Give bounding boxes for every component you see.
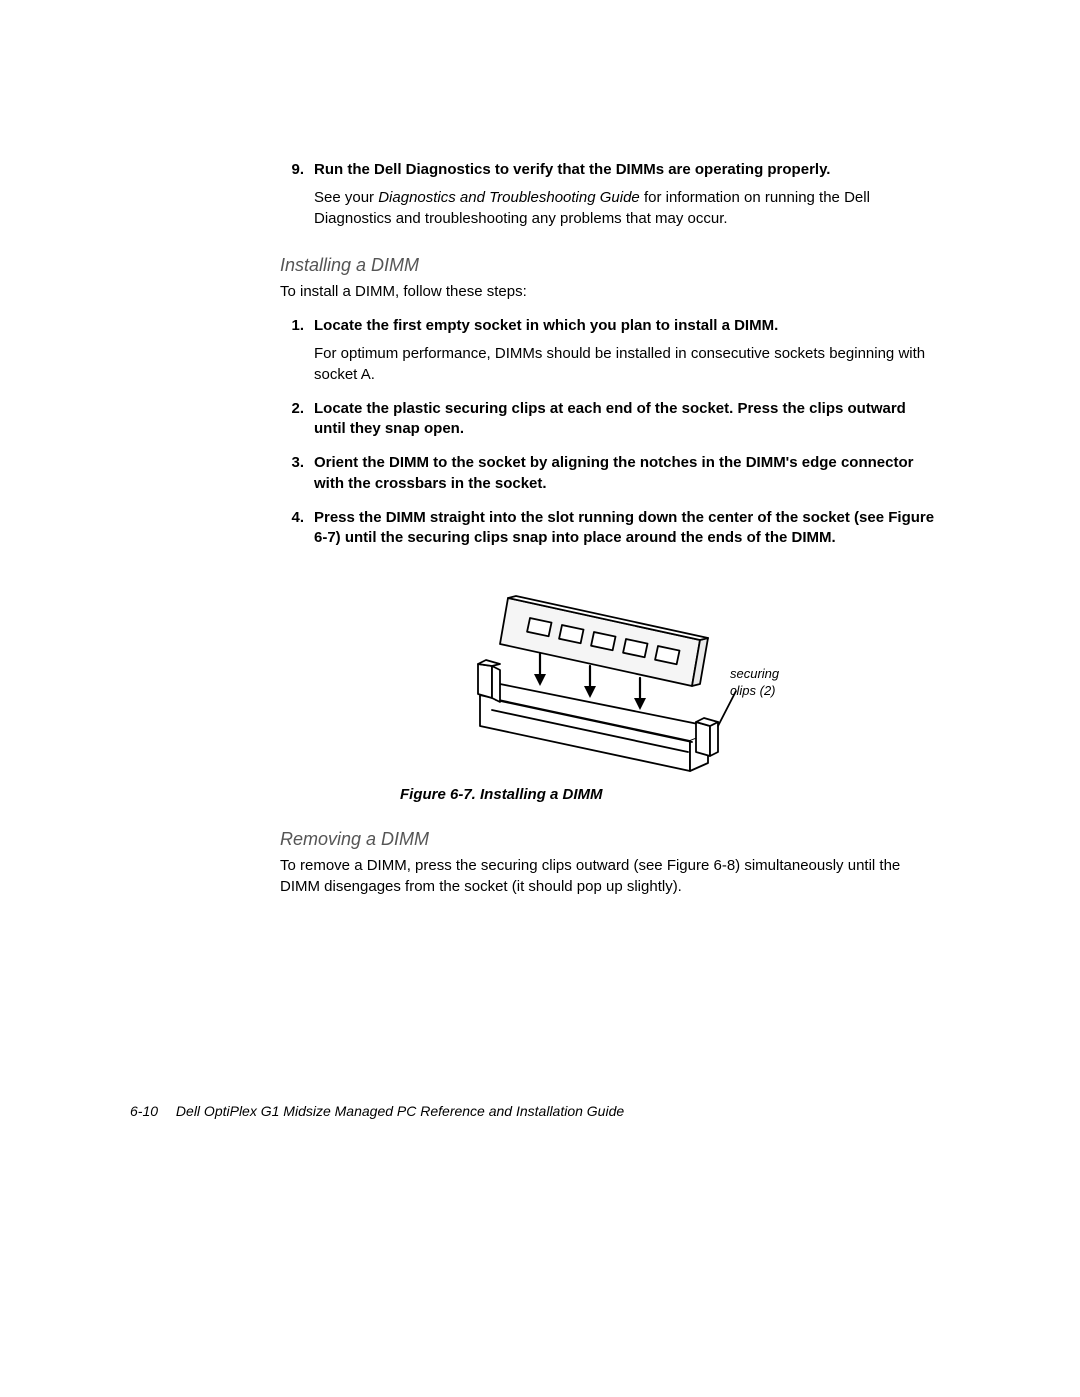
install-step-1: 1. Locate the first empty socket in whic…: [280, 316, 940, 385]
step-body: Press the DIMM straight into the slot ru…: [314, 508, 940, 549]
guide-title: Diagnostics and Troubleshooting Guide: [378, 189, 640, 206]
step-body: Locate the first empty socket in which y…: [314, 316, 940, 385]
remove-body: To remove a DIMM, press the securing cli…: [280, 856, 940, 897]
figure-6-7: securing clips (2) Figure 6-7. Installin…: [280, 566, 940, 803]
heading-removing-dimm: Removing a DIMM: [280, 829, 940, 850]
callout-line-2: clips (2): [730, 683, 776, 698]
heading-installing-dimm: Installing a DIMM: [280, 255, 940, 276]
step-number: 4.: [280, 508, 304, 549]
step-body: Orient the DIMM to the socket by alignin…: [314, 453, 940, 494]
step-body: Locate the plastic securing clips at eac…: [314, 399, 940, 440]
page-footer: 6-10 Dell OptiPlex G1 Midsize Managed PC…: [130, 1103, 624, 1119]
callout-line-1: securing: [730, 666, 779, 681]
step-number: 9.: [280, 160, 304, 229]
install-step-2: 2. Locate the plastic securing clips at …: [280, 399, 940, 440]
step-number: 1.: [280, 316, 304, 385]
figure-callout: securing clips (2): [730, 666, 820, 699]
step-9: 9. Run the Dell Diagnostics to verify th…: [280, 160, 940, 229]
text-prefix: See your: [314, 189, 378, 206]
install-step-3: 3. Orient the DIMM to the socket by alig…: [280, 453, 940, 494]
page-content: 9. Run the Dell Diagnostics to verify th…: [280, 160, 940, 911]
step-bold-text: Orient the DIMM to the socket by alignin…: [314, 454, 913, 491]
step-number: 3.: [280, 453, 304, 494]
footer-page-number: 6-10: [130, 1103, 158, 1119]
step-plain-text: For optimum performance, DIMMs should be…: [314, 344, 940, 385]
step-bold-text: Run the Dell Diagnostics to verify that …: [314, 161, 830, 178]
install-intro: To install a DIMM, follow these steps:: [280, 282, 940, 302]
step-number: 2.: [280, 399, 304, 440]
step-bold-text: Locate the first empty socket in which y…: [314, 317, 778, 334]
footer-title: Dell OptiPlex G1 Midsize Managed PC Refe…: [176, 1103, 624, 1119]
figure-caption: Figure 6-7. Installing a DIMM: [400, 786, 603, 803]
step-bold-text: Press the DIMM straight into the slot ru…: [314, 509, 934, 546]
step-body: Run the Dell Diagnostics to verify that …: [314, 160, 940, 229]
step-plain-text: See your Diagnostics and Troubleshooting…: [314, 188, 940, 229]
figure-illustration: securing clips (2): [400, 566, 820, 776]
step-bold-text: Locate the plastic securing clips at eac…: [314, 400, 906, 437]
install-step-4: 4. Press the DIMM straight into the slot…: [280, 508, 940, 549]
